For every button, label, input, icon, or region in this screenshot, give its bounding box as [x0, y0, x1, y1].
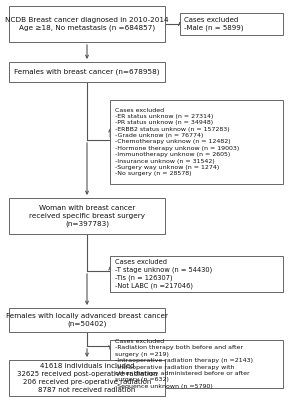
Text: Cases excluded
-Male (n = 5899): Cases excluded -Male (n = 5899)	[184, 17, 244, 31]
FancyBboxPatch shape	[110, 340, 283, 388]
Text: Females with breast cancer (n=678958): Females with breast cancer (n=678958)	[14, 69, 160, 75]
Text: NCDB Breast cancer diagnosed in 2010-2014
Age ≥18, No metastasis (n =684857): NCDB Breast cancer diagnosed in 2010-201…	[5, 17, 169, 31]
Text: 41618 individuals included
32625 received post-operative radiation
206 received : 41618 individuals included 32625 receive…	[17, 363, 157, 393]
FancyBboxPatch shape	[110, 100, 283, 184]
FancyBboxPatch shape	[110, 256, 283, 292]
FancyBboxPatch shape	[9, 308, 165, 332]
Text: Woman with breast cancer
received specific breast surgery
(n=397783): Woman with breast cancer received specif…	[29, 205, 145, 227]
Text: Cases excluded
-T stage unknow (n = 54430)
-Tis (n = 126307)
-Not LABC (n =21704: Cases excluded -T stage unknow (n = 5443…	[115, 259, 212, 289]
FancyBboxPatch shape	[9, 6, 165, 42]
Text: Females with locally advanced breast cancer
(n=50402): Females with locally advanced breast can…	[6, 313, 168, 327]
FancyBboxPatch shape	[9, 62, 165, 82]
Text: Cases excluded
-Radiation therapy both before and after
surgery (n =219)
-Intrao: Cases excluded -Radiation therapy both b…	[115, 339, 253, 389]
FancyBboxPatch shape	[9, 360, 165, 396]
Text: Cases excluded
-ER status unknow (n = 27314)
-PR status unknow (n = 34948)
-ERBB: Cases excluded -ER status unknow (n = 27…	[115, 108, 239, 176]
FancyBboxPatch shape	[180, 13, 283, 35]
FancyBboxPatch shape	[9, 198, 165, 234]
